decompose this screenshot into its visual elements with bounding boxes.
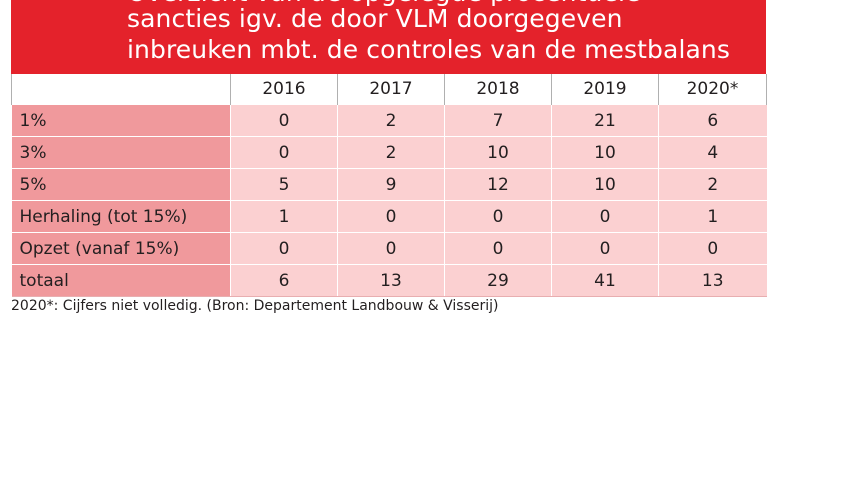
title-line-2: sancties igv. de door VLM doorgegeven — [127, 4, 623, 33]
table-cell: 4 — [658, 136, 767, 169]
table-cell: 5 — [230, 168, 338, 201]
row-label: 1% — [11, 104, 231, 137]
table-cell: 29 — [444, 264, 552, 297]
table-cell: 10 — [551, 136, 659, 169]
sanctions-table: 2016 2017 2018 2019 2020* 1% 0 2 7 21 6 3% 0 2 10… — [11, 74, 767, 297]
table-cell: 9 — [337, 168, 445, 201]
table-row: Herhaling (tot 15%) 1 0 0 0 1 — [11, 200, 767, 233]
table-cell: 12 — [444, 168, 552, 201]
table-cell: 6 — [230, 264, 338, 297]
table-cell: 0 — [444, 200, 552, 233]
table-cell: 0 — [337, 200, 445, 233]
table-cell: 0 — [658, 232, 767, 265]
title-banner: Overzicht van de opgelegde procentuele s… — [11, 0, 766, 74]
row-label: 3% — [11, 136, 231, 169]
table-cell: 0 — [337, 232, 445, 265]
row-label: Opzet (vanaf 15%) — [11, 232, 231, 265]
table-row: 5% 5 9 12 10 2 — [11, 168, 767, 201]
column-header: 2019 — [551, 74, 659, 105]
table-cell: 0 — [551, 232, 659, 265]
table-cell: 1 — [658, 200, 767, 233]
table-cell: 41 — [551, 264, 659, 297]
table-cell: 6 — [658, 104, 767, 137]
table-cell: 0 — [444, 232, 552, 265]
table-cell: 2 — [658, 168, 767, 201]
table-cell: 13 — [337, 264, 445, 297]
source-footnote: 2020*: Cijfers niet volledig. (Bron: Dep… — [11, 298, 499, 314]
table-cell: 2 — [337, 136, 445, 169]
table-header-row: 2016 2017 2018 2019 2020* — [11, 74, 767, 105]
column-header: 2020* — [658, 74, 767, 105]
table-cell: 21 — [551, 104, 659, 137]
title-line-3: inbreuken mbt. de controles van de mestb… — [127, 35, 730, 64]
table-row: Opzet (vanaf 15%) 0 0 0 0 0 — [11, 232, 767, 265]
table-row: 1% 0 2 7 21 6 — [11, 104, 767, 137]
table-cell: 0 — [551, 200, 659, 233]
table-cell: 0 — [230, 232, 338, 265]
table-body: 1% 0 2 7 21 6 3% 0 2 10 10 4 5% 5 9 12 10 2 Herhaling (tot… — [11, 104, 767, 297]
column-header: 2016 — [230, 74, 338, 105]
table-row: 3% 0 2 10 10 4 — [11, 136, 767, 169]
header-corner-cell — [11, 74, 231, 105]
table-row: totaal 6 13 29 41 13 — [11, 264, 767, 297]
table-cell: 13 — [658, 264, 767, 297]
table-cell: 0 — [230, 136, 338, 169]
table-cell: 10 — [551, 168, 659, 201]
table-cell: 0 — [230, 104, 338, 137]
row-label: totaal — [11, 264, 231, 297]
row-label: 5% — [11, 168, 231, 201]
table-cell: 7 — [444, 104, 552, 137]
column-header: 2017 — [337, 74, 445, 105]
column-header: 2018 — [444, 74, 552, 105]
title-line-1: Overzicht van de opgelegde procentuele — [127, 0, 640, 8]
row-label: Herhaling (tot 15%) — [11, 200, 231, 233]
table-cell: 1 — [230, 200, 338, 233]
table-cell: 2 — [337, 104, 445, 137]
table-cell: 10 — [444, 136, 552, 169]
